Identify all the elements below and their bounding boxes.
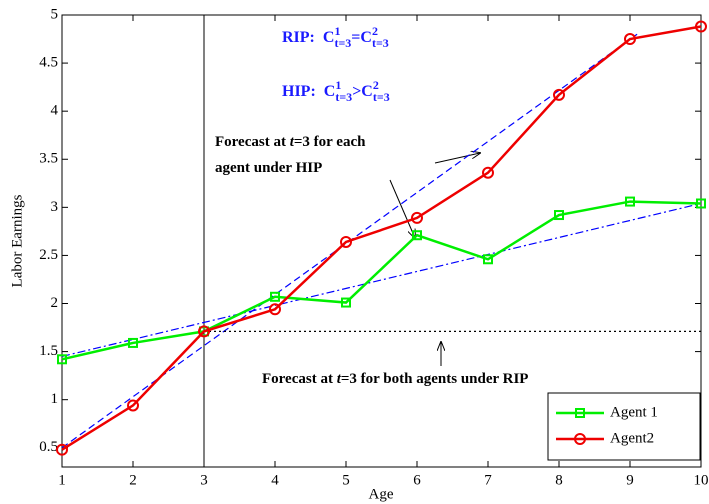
- annotation-part: t=3: [334, 36, 351, 50]
- x-tick-label: 7: [484, 472, 492, 488]
- y-tick-label: 0.5: [39, 439, 58, 455]
- annotation-part: C: [323, 29, 335, 46]
- annotation-part: Forecast at: [215, 134, 290, 150]
- marker: [624, 33, 636, 46]
- marker: [128, 337, 138, 348]
- marker: [127, 399, 139, 412]
- annotation-part: 2: [372, 24, 378, 38]
- marker: [553, 88, 565, 101]
- annotation-part: Forecast at: [262, 371, 337, 387]
- marker: [411, 211, 423, 224]
- marker: [554, 210, 564, 221]
- y-axis-label: Labor Earnings: [9, 194, 25, 287]
- annotation: HIP: C1 t=3>C2 t=3: [282, 78, 390, 104]
- series-line: [61, 25, 702, 451]
- annotation-part: HIP:: [282, 83, 316, 100]
- plot-frame: [61, 14, 702, 468]
- y-tick-label: 1.5: [39, 343, 58, 359]
- annotation-part: >C: [352, 83, 373, 100]
- annotation-part: agent under HIP: [215, 160, 322, 176]
- annotation-part: t=3: [372, 36, 389, 50]
- legend-label: Agent2: [610, 430, 654, 446]
- marker: [696, 198, 706, 209]
- marker: [56, 443, 68, 456]
- legend-label: Agent 1: [610, 404, 658, 420]
- y-tick-label: 3.5: [39, 151, 58, 167]
- legend: Agent 1 Agent2: [547, 392, 701, 461]
- y-tick-label: 4: [51, 103, 59, 119]
- x-tick-label: 9: [626, 472, 634, 488]
- x-tick-label: 10: [694, 472, 709, 488]
- y-tick-label: 4.5: [39, 55, 58, 71]
- legend-marker: [575, 408, 585, 418]
- annotation-part: C: [324, 83, 336, 100]
- series-line: [61, 200, 702, 361]
- arrow: [434, 153, 480, 164]
- annotation-part: 1: [335, 78, 341, 92]
- annotation-part: 1: [334, 24, 340, 38]
- arrow: [389, 179, 415, 238]
- annotation-part: RIP:: [282, 29, 315, 46]
- x-tick-label: 5: [342, 472, 350, 488]
- x-tick-label: 3: [200, 472, 208, 488]
- annotation-part: t: [290, 134, 295, 150]
- annotation-part: =C: [351, 29, 372, 46]
- marker: [341, 297, 351, 308]
- marker: [483, 254, 493, 265]
- x-tick-label: 6: [413, 472, 421, 488]
- marker: [340, 235, 352, 248]
- annotation-part: =3 for both agents under RIP: [341, 371, 529, 387]
- y-tick-label: 2.5: [39, 247, 58, 263]
- marker: [270, 291, 280, 302]
- annotation: Forecast at t=3 for each: [215, 134, 366, 150]
- annotation: agent under HIP: [215, 160, 322, 176]
- marker: [695, 20, 707, 33]
- annotation-part: t=3: [373, 90, 390, 104]
- y-tick-label: 2: [51, 295, 59, 311]
- x-tick-label: 4: [271, 472, 279, 488]
- marker: [412, 230, 422, 241]
- marker: [57, 354, 67, 365]
- y-tick-label: 1: [51, 391, 59, 407]
- x-tick-label: 8: [555, 472, 563, 488]
- annotation: Forecast at t=3 for both agents under RI…: [262, 371, 528, 387]
- annotation: RIP: C1 t=3=C2 t=3: [282, 24, 389, 50]
- annotation-part: t: [337, 371, 342, 387]
- legend-box: [547, 392, 701, 461]
- annotation-part: 2: [373, 78, 379, 92]
- marker: [625, 196, 635, 207]
- marker: [482, 166, 494, 179]
- y-tick-label: 3: [51, 199, 59, 215]
- y-tick-label: 5: [51, 6, 59, 22]
- marker: [198, 325, 210, 338]
- legend-marker: [574, 433, 586, 445]
- forecast-line: [61, 202, 702, 357]
- annotation-part: t=3: [335, 90, 352, 104]
- x-tick-label: 1: [58, 472, 66, 488]
- annotation-part: =3 for each: [294, 134, 366, 150]
- marker: [269, 303, 281, 316]
- x-tick-label: 2: [129, 472, 137, 488]
- x-axis-label: Age: [369, 486, 394, 502]
